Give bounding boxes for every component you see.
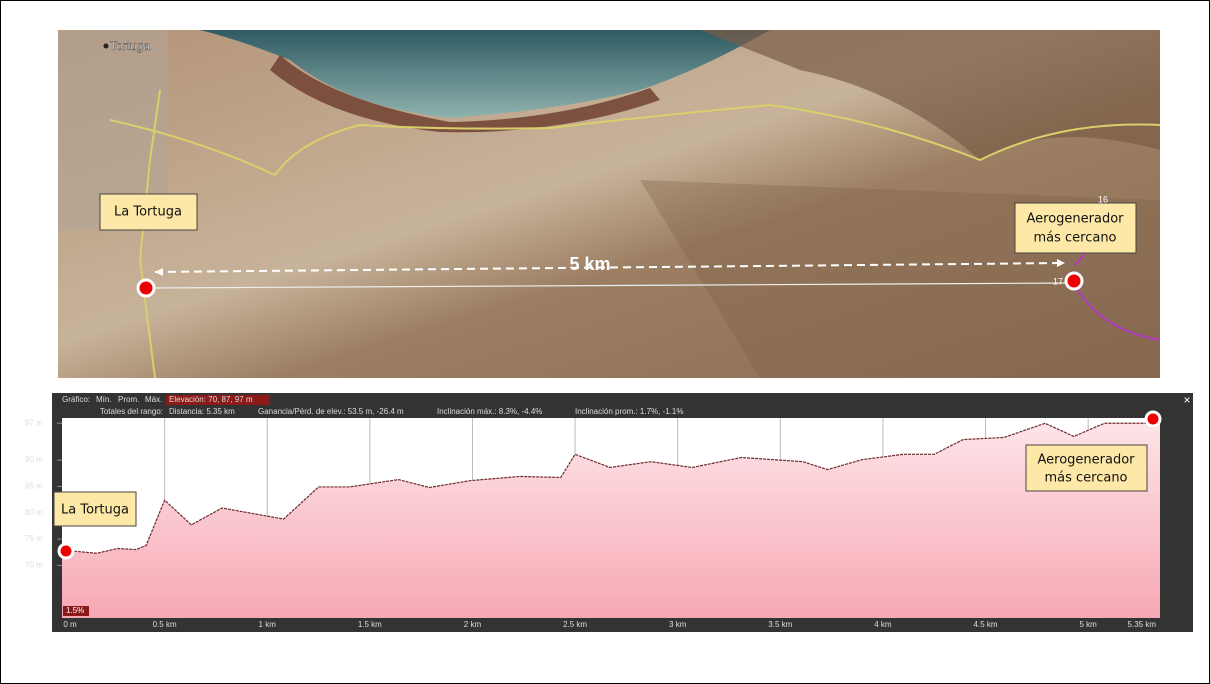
y-tick-label: 90 m: [25, 455, 43, 464]
callout-label: La Tortuga: [114, 205, 182, 220]
x-tick-label: 3 km: [669, 620, 687, 629]
x-tick-label: 2 km: [464, 620, 482, 629]
y-tick-label: 85 m: [25, 482, 43, 491]
y-tick-label: 70 m: [25, 560, 43, 569]
x-tick-label: 0.5 km: [153, 620, 177, 629]
header-text: Prom.: [118, 395, 139, 404]
slope-label: 1.5%: [66, 606, 84, 615]
callout-label: Aerogenerador: [1026, 212, 1124, 227]
header-text: Inclinación prom.: 1.7%, -1.1%: [575, 407, 684, 416]
callout-label: más cercano: [1044, 471, 1127, 486]
place-label: Tortuga: [110, 39, 150, 53]
x-tick-label: 4 km: [874, 620, 892, 629]
header-text: Elevación: 70, 87, 97 m: [169, 395, 253, 404]
header-text: Distancia: 5.35 km: [169, 407, 235, 416]
x-tick-label: 0 m: [63, 620, 77, 629]
x-tick-label: 4.5 km: [974, 620, 998, 629]
y-tick-label: 80 m: [25, 508, 43, 517]
x-tick-label: 5.35 km: [1128, 620, 1157, 629]
y-tick-label: 75 m: [25, 534, 43, 543]
x-tick-label: 2.5 km: [563, 620, 587, 629]
y-tick-label: 97 m: [25, 418, 43, 427]
x-tick-label: 1 km: [259, 620, 277, 629]
header-text: Mín.: [96, 395, 112, 404]
x-tick-label: 1.5 km: [358, 620, 382, 629]
callout-box: [1015, 203, 1136, 253]
callout-label: más cercano: [1033, 231, 1116, 246]
marker-label: 17: [1053, 276, 1063, 286]
plot-area: [62, 418, 1160, 618]
close-button[interactable]: ×: [1183, 393, 1190, 407]
header-text: Ganancia/Pérd. de elev.: 53.5 m, -26.4 m: [258, 407, 404, 416]
distance-label: 5 km: [569, 254, 610, 274]
header-text: Totales del rango:: [100, 407, 163, 416]
x-tick-label: 3.5 km: [768, 620, 792, 629]
header-text: Máx.: [145, 395, 162, 404]
endpoint-marker: [1146, 412, 1160, 426]
slide: Tortuga 16 17 5 km La Tortuga Aerogenera…: [0, 0, 1210, 684]
callout-label: Aerogenerador: [1037, 453, 1135, 468]
header-text: Inclinación máx.: 8.3%, -4.4%: [437, 407, 542, 416]
header-text: Gráfico:: [62, 395, 90, 404]
endpoint-marker: [59, 544, 73, 558]
satellite-map: [58, 30, 1160, 378]
x-tick-label: 5 km: [1079, 620, 1097, 629]
callout-label: La Tortuga: [61, 503, 129, 518]
